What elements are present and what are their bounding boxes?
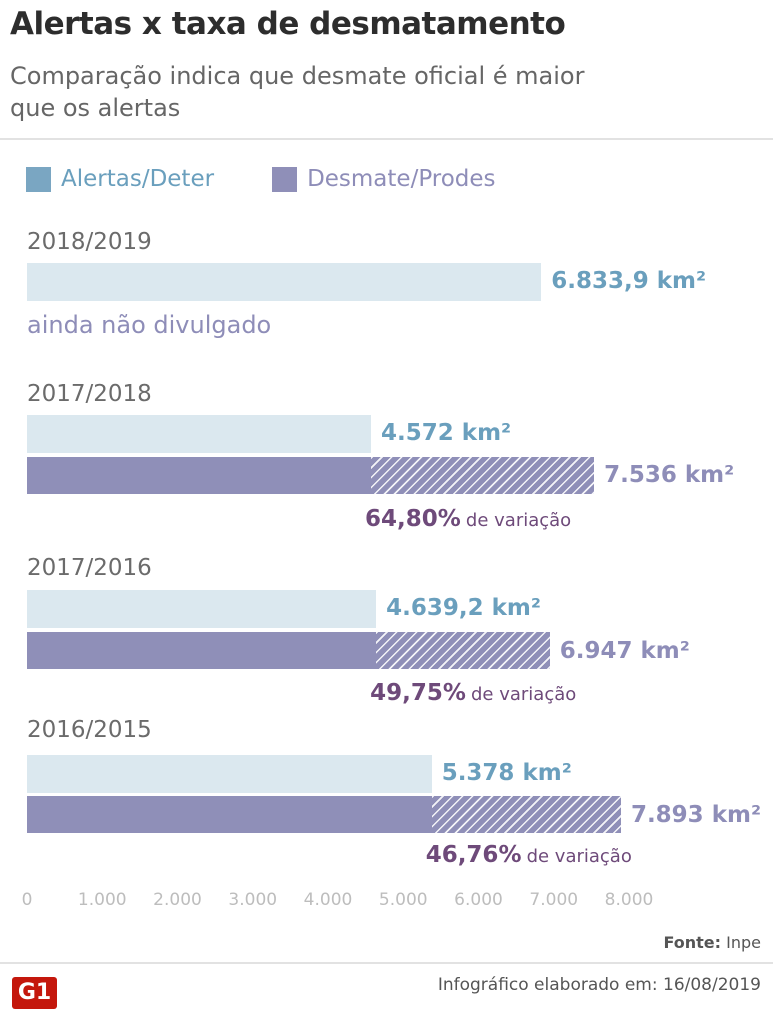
value-alertas-2017-2016: 4.639,2 km² (386, 595, 541, 621)
period-label-2016-2015: 2016/2015 (27, 717, 152, 743)
bar-alertas-2018-2019 (27, 263, 542, 301)
hatch-difference-2017-2018 (371, 457, 595, 494)
x-tick-label: 1.000 (77, 890, 127, 910)
x-tick-label: 2.000 (153, 890, 202, 910)
variation-2017-2016: 49,75% de variação (370, 680, 576, 706)
x-tick-label: 7.000 (529, 890, 579, 910)
bar-alertas-2017-2016 (27, 590, 377, 628)
period-label-2018-2019: 2018/2019 (27, 229, 152, 255)
chart-subtitle: Comparação indica que desmate oficial é … (10, 62, 585, 122)
legend-label-prodes: Desmate/Prodes (307, 166, 496, 192)
hatch-difference-2016-2015 (431, 796, 621, 833)
period-label-2017-2018: 2017/2018 (27, 381, 152, 407)
credit-note: Infográfico elaborado em: 16/08/2019 (437, 975, 761, 995)
legend: Alertas/Deter Desmate/Prodes (26, 166, 496, 192)
x-tick-label: 5.000 (378, 890, 428, 910)
variation-2017-2018: 64,80% de variação (365, 506, 571, 532)
value-prodes-2016-2015: 7.893 km² (630, 802, 762, 828)
bottom-divider (0, 962, 773, 964)
period-label-2017-2016: 2017/2016 (27, 555, 152, 581)
variation-text: de variação (526, 846, 632, 867)
value-alertas-2016-2015: 5.378 km² (441, 760, 572, 786)
bar-prodes-2017-2018 (27, 457, 595, 494)
variation-percent: 46,76% (425, 842, 522, 868)
legend-swatch-alertas (26, 166, 51, 192)
value-alertas-2018-2019: 6.833,9 km² (551, 268, 707, 294)
variation-2016-2015: 46,76% de variação (426, 842, 632, 868)
legend-swatch-prodes (272, 166, 298, 192)
value-alertas-2017-2018: 4.572 km² (381, 420, 512, 446)
pending-note-2018-2019: ainda não divulgado (27, 311, 272, 339)
variation-text: de variação (465, 510, 572, 531)
source-note: Fonte: Inpe (663, 933, 761, 952)
top-divider (0, 138, 773, 140)
legend-label-alertas: Alertas/Deter (61, 166, 215, 192)
source-value: Inpe (726, 933, 761, 952)
x-tick-label: 4.000 (303, 890, 353, 910)
bar-prodes-2016-2015 (27, 796, 621, 833)
value-prodes-2017-2016: 6.947 km² (559, 638, 690, 664)
x-tick-label: 3.000 (228, 890, 278, 910)
variation-percent: 64,80% (365, 506, 461, 532)
bar-alertas-2017-2018 (27, 415, 372, 453)
source-label: Fonte: (663, 933, 722, 952)
value-prodes-2017-2018: 7.536 km² (604, 462, 735, 488)
x-tick-label: 8.000 (604, 890, 654, 910)
bar-alertas-2016-2015 (27, 755, 432, 793)
bar-prodes-2017-2016 (27, 632, 550, 669)
g1-logo: G1 (12, 977, 57, 1009)
variation-percent: 49,75% (370, 680, 466, 706)
x-tick-label: 6.000 (454, 890, 503, 910)
variation-text: de variação (470, 684, 577, 705)
x-tick-label: 0 (21, 890, 33, 910)
hatch-difference-2017-2016 (376, 632, 550, 669)
chart-title: Alertas x taxa de desmatamento (10, 6, 566, 42)
